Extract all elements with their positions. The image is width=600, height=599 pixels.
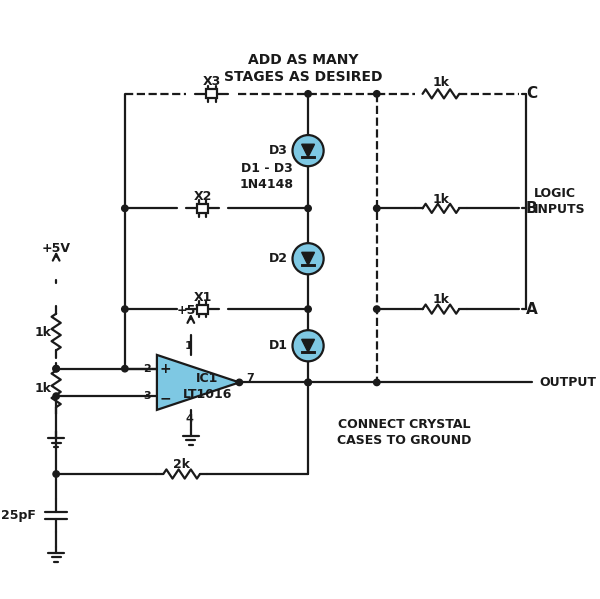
Circle shape [236,379,242,386]
Circle shape [374,205,380,211]
Text: 1k: 1k [35,325,52,338]
Text: IC1
LT1016: IC1 LT1016 [182,373,232,401]
Text: ADD AS MANY
STAGES AS DESIRED: ADD AS MANY STAGES AS DESIRED [224,53,383,84]
Circle shape [305,306,311,312]
Text: 1k: 1k [35,382,52,395]
Text: CONNECT CRYSTAL
CASES TO GROUND: CONNECT CRYSTAL CASES TO GROUND [337,418,472,447]
Circle shape [122,365,128,372]
Bar [197,204,208,213]
Circle shape [374,379,380,386]
Text: D1 - D3
1N4148: D1 - D3 1N4148 [240,162,294,191]
Circle shape [292,330,323,361]
Text: C: C [526,86,537,101]
Polygon shape [302,144,314,157]
Text: A: A [526,302,538,317]
Text: 2k: 2k [173,458,190,471]
Text: 1k: 1k [433,294,449,307]
Text: X2: X2 [194,190,212,203]
Text: 25pF: 25pF [1,509,36,522]
Circle shape [292,135,323,166]
Text: X3: X3 [203,75,221,89]
Circle shape [122,205,128,211]
Text: +5V: +5V [176,304,205,317]
Text: 2: 2 [143,364,151,374]
Circle shape [53,471,59,477]
Polygon shape [302,252,314,265]
Circle shape [305,205,311,211]
Circle shape [53,365,59,372]
Circle shape [374,90,380,97]
Bar [197,304,208,314]
Text: LOGIC
INPUTS: LOGIC INPUTS [533,186,585,216]
Bar [206,89,217,98]
Circle shape [122,306,128,312]
Polygon shape [302,340,314,352]
Text: B: B [526,201,538,216]
Text: D2: D2 [269,252,288,265]
Text: D1: D1 [269,339,288,352]
Text: 1k: 1k [433,76,449,89]
Circle shape [374,306,380,312]
Circle shape [53,393,59,400]
Text: X1: X1 [194,291,212,304]
Text: 7: 7 [247,373,254,383]
Polygon shape [157,355,239,410]
Text: +: + [160,362,171,376]
Circle shape [305,379,311,386]
Text: 1: 1 [185,341,193,351]
Circle shape [305,90,311,97]
Circle shape [292,243,323,274]
Text: −: − [160,391,171,405]
Text: 4: 4 [185,414,193,424]
Text: D3: D3 [269,144,288,157]
Text: 1k: 1k [433,193,449,205]
Text: +5V: +5V [41,242,71,255]
Text: 3: 3 [143,391,151,401]
Circle shape [53,365,59,372]
Text: OUTPUT: OUTPUT [540,376,597,389]
Circle shape [305,379,311,386]
